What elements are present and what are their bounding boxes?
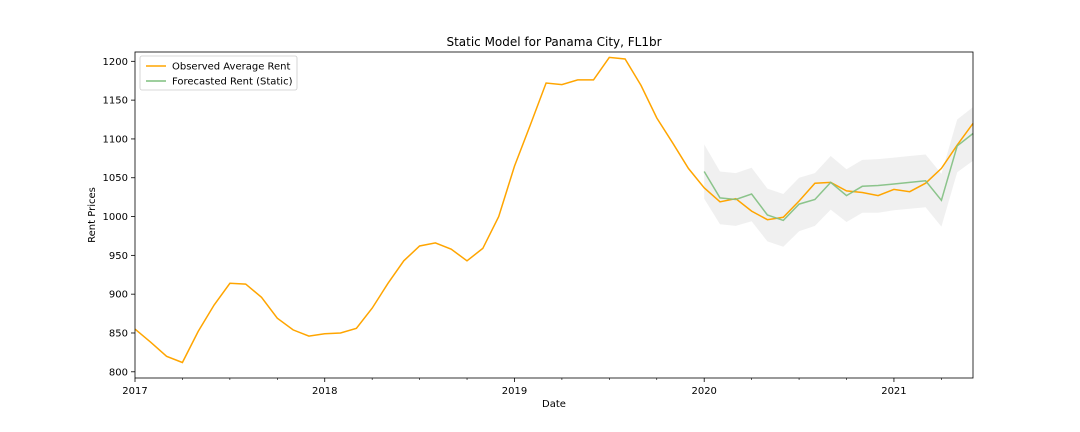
x-tick-label-2021: 2021	[881, 386, 906, 397]
legend-label-observed: Observed Average Rent	[172, 62, 291, 73]
x-axis: 2017 2018 2019 2020 2021	[122, 378, 942, 397]
y-tick-label-950: 950	[109, 251, 128, 262]
legend-box	[139, 55, 298, 91]
y-tick-label-1200: 1200	[103, 57, 128, 68]
x-tick-label-2017: 2017	[122, 386, 147, 397]
x-axis-label: Date	[542, 399, 566, 410]
y-tick-label-1100: 1100	[103, 134, 128, 145]
confidence-band-layer	[704, 107, 973, 247]
series-layer	[134, 56, 974, 364]
x-tick-label-2020: 2020	[691, 386, 716, 397]
legend: Observed Average Rent Forecasted Rent (S…	[139, 55, 298, 91]
y-tick-label-850: 850	[109, 328, 128, 339]
chart-title: Static Model for Panama City, FL1br	[446, 35, 661, 49]
y-tick-label-1150: 1150	[103, 96, 128, 107]
y-tick-label-1050: 1050	[103, 173, 128, 184]
y-tick-label-800: 800	[109, 367, 128, 378]
legend-label-forecast: Forecasted Rent (Static)	[172, 77, 293, 88]
forecast-confidence-band	[704, 107, 973, 247]
forecasted-rent-line	[703, 132, 974, 222]
x-tick-label-2019: 2019	[502, 386, 527, 397]
y-tick-label-1000: 1000	[103, 212, 128, 223]
y-axis-label: Rent Prices	[87, 187, 98, 243]
x-tick-label-2018: 2018	[312, 386, 337, 397]
y-axis: 800 850 900 950 1000 1050 1100 1150 1200	[103, 57, 135, 378]
y-tick-label-900: 900	[109, 290, 128, 301]
plot-area-frame	[134, 51, 974, 379]
